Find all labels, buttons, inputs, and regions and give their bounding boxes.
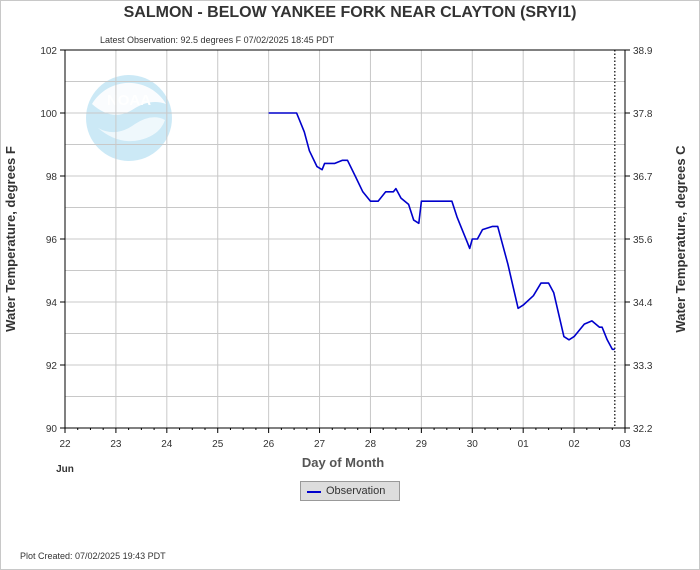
y-tick-label: 94 (46, 298, 58, 309)
x-tick-label: 28 (365, 439, 377, 450)
x-tick-label: 27 (314, 439, 326, 450)
x-axis-label: Day of Month (302, 455, 384, 470)
y-tick-label: 92 (46, 361, 58, 372)
latest-observation: Latest Observation: 92.5 degrees F 07/02… (100, 35, 335, 45)
y-tick-label: 90 (46, 424, 58, 435)
legend-swatch-observation (307, 491, 321, 493)
noaa-logo-icon: NOAA (86, 75, 172, 161)
legend-label-observation: Observation (326, 485, 386, 497)
legend: Observation (300, 481, 400, 501)
y-tick-label: 96 (46, 235, 58, 246)
y-right-tick-label: 37.8 (633, 109, 653, 120)
x-month-label: Jun (56, 464, 74, 475)
x-tick-label: 01 (518, 439, 530, 450)
y-right-tick-label: 34.4 (633, 298, 653, 309)
axis-ticks: 22 23 24 25 26 27 28 29 30 01 02 03 90 32.2 92 33.3 94 34… (40, 46, 653, 450)
x-tick-label: 03 (619, 439, 631, 450)
y-right-tick-label: 33.3 (633, 361, 653, 372)
x-tick-label: 29 (416, 439, 428, 450)
y-tick-label: 102 (40, 46, 57, 57)
y-axis-label-right: Water Temperature, degrees C (673, 145, 688, 333)
series-line-observation (268, 112, 615, 351)
x-tick-label: 02 (569, 439, 581, 450)
y-tick-label: 100 (40, 109, 57, 120)
y-right-tick-label: 35.6 (633, 235, 653, 246)
y-tick-label: 98 (46, 172, 58, 183)
svg-text:NOAA: NOAA (107, 92, 151, 109)
x-tick-label: 23 (110, 439, 122, 450)
series-layer (268, 50, 616, 428)
x-tick-label: 22 (59, 439, 71, 450)
x-tick-label: 30 (467, 439, 479, 450)
y-right-tick-label: 38.9 (633, 46, 653, 57)
y-right-tick-label: 36.7 (633, 172, 653, 183)
y-axis-label: Water Temperature, degrees F (3, 146, 18, 332)
x-tick-label: 25 (212, 439, 224, 450)
x-tick-label: 26 (263, 439, 275, 450)
x-tick-label: 24 (161, 439, 173, 450)
y-right-tick-label: 32.2 (633, 424, 653, 435)
chart-title: SALMON - BELOW YANKEE FORK NEAR CLAYTON … (123, 4, 577, 21)
plot-created: Plot Created: 07/02/2025 19:43 PDT (20, 551, 166, 561)
